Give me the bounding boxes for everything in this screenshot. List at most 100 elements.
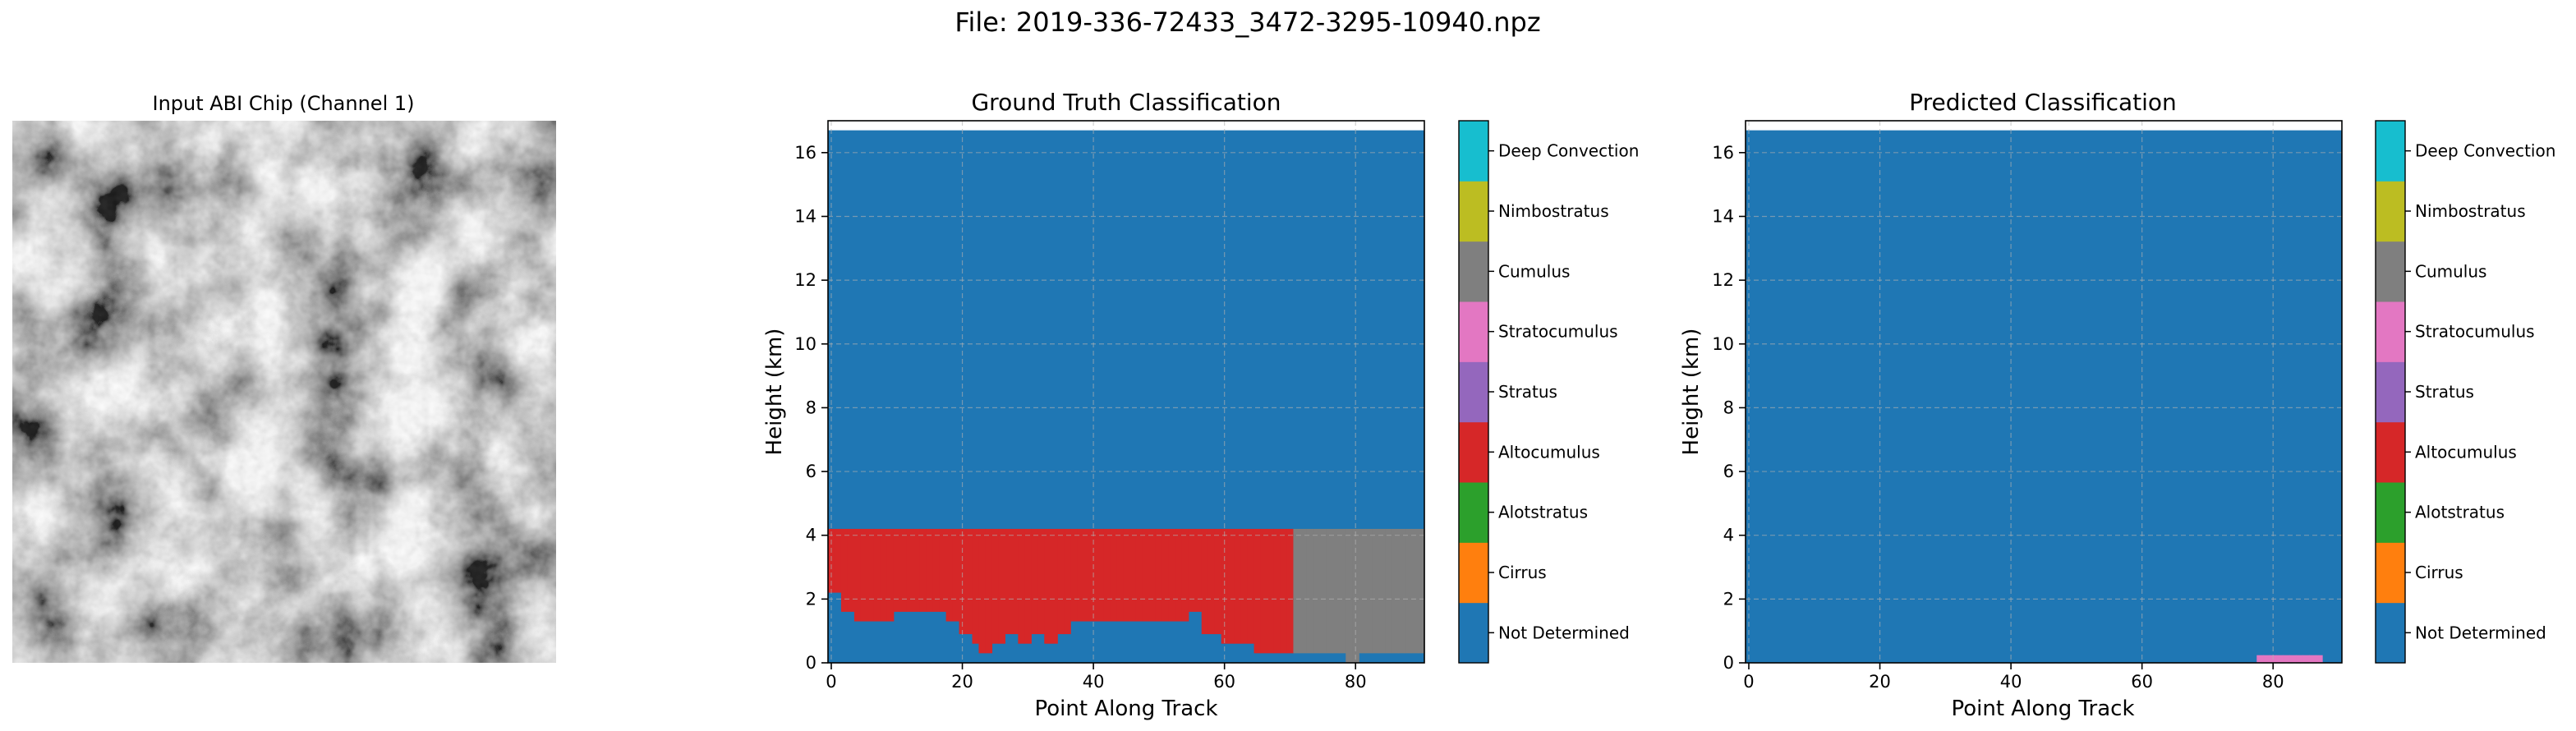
x-tick-label: 20: [951, 672, 973, 692]
class-cell: [1234, 528, 1242, 644]
y-tick-label: 6: [806, 462, 816, 481]
class-cell: [1201, 528, 1209, 635]
class-region-stratocumulus: [2256, 655, 2323, 663]
satellite-chip-texture: [12, 121, 556, 663]
class-cell: [1155, 528, 1163, 622]
y-tick-label: 0: [806, 653, 816, 673]
class-cell: [2256, 655, 2264, 663]
colorbar-label: Nimbostratus: [2415, 201, 2526, 221]
x-axis-label: Point Along Track: [1034, 697, 1217, 721]
colorbar-label: Cirrus: [1498, 563, 1547, 582]
colorbar-label: Cirrus: [2415, 563, 2463, 582]
y-tick-label: 2: [1723, 589, 1734, 609]
y-tick-label: 2: [806, 589, 816, 609]
y-tick-label: 8: [1723, 398, 1734, 417]
class-cell: [1181, 528, 1189, 622]
class-cell: [1339, 528, 1346, 654]
colorbar-swatch: [2376, 361, 2405, 423]
colorbar-label: Deep Convection: [2415, 141, 2555, 161]
predicted-chart: Predicted Classification 0 20 40 60 80 0 2 4 6 8 1…: [1679, 89, 2555, 721]
class-cell: [899, 528, 908, 612]
class-cell: [1214, 528, 1222, 635]
colorbar-swatch: [2376, 241, 2405, 302]
class-cell: [2283, 655, 2290, 663]
chart-title: Predicted Classification: [1909, 89, 2177, 116]
colorbar-swatch: [2376, 421, 2405, 483]
class-cell: [1031, 528, 1038, 635]
class-cell: [1385, 528, 1392, 654]
class-cell: [1018, 528, 1025, 644]
y-tick-label: 6: [1723, 462, 1734, 481]
x-axis-label: Point Along Track: [1951, 697, 2134, 721]
colorbar-swatch: [1459, 482, 1488, 543]
class-region-altocumulus: [828, 528, 1295, 654]
class-cell: [978, 528, 987, 654]
class-cell: [1077, 528, 1084, 622]
colorbar-label: Alotstratus: [1498, 503, 1588, 522]
class-cell: [860, 528, 868, 622]
class-cell: [1365, 528, 1373, 654]
class-cell: [1057, 528, 1065, 635]
axes-frame: [827, 120, 1425, 664]
class-cell: [2263, 655, 2270, 663]
class-cell: [1083, 528, 1091, 622]
y-tick-label: 8: [806, 398, 816, 417]
chart-title: Ground Truth Classification: [971, 89, 1281, 116]
class-cell: [847, 528, 855, 612]
class-cell: [945, 528, 954, 622]
class-cell: [1051, 528, 1058, 644]
class-cell: [906, 528, 914, 612]
class-cell: [1240, 528, 1249, 644]
colorbar-label: Cumulus: [2415, 261, 2486, 281]
class-cell: [919, 528, 927, 612]
colorbar-frame: [1458, 120, 1489, 664]
class-cell: [1129, 528, 1137, 622]
colorbar-label: Alotstratus: [2415, 503, 2505, 522]
colorbar-swatch: [2376, 181, 2405, 242]
y-tick-label: 12: [1712, 270, 1734, 290]
class-cell: [1293, 528, 1301, 654]
axes-frame: [1745, 120, 2343, 664]
class-cell: [1162, 528, 1170, 622]
colorbar-swatch: [1459, 602, 1488, 664]
x-tick-label: 80: [1345, 672, 1367, 692]
y-tick-label: 4: [1723, 526, 1734, 545]
x-tick-label: 60: [1213, 672, 1235, 692]
class-cell: [1332, 528, 1340, 654]
y-tick-label: 16: [794, 143, 816, 163]
class-cell: [1188, 528, 1196, 612]
class-cell: [1247, 528, 1255, 644]
colorbar-label: Not Determined: [1498, 623, 1630, 642]
y-tick-label: 4: [806, 526, 816, 545]
class-cell: [1110, 528, 1117, 622]
y-axis-label: Height (km): [1679, 329, 1704, 456]
class-cell: [1378, 528, 1386, 654]
colorbar-swatch: [2376, 482, 2405, 543]
input-chip-title: Input ABI Chip (Channel 1): [152, 92, 414, 115]
class-cell: [880, 528, 888, 622]
class-cell: [873, 528, 881, 622]
class-cell: [1024, 528, 1032, 644]
x-tick-label: 40: [2000, 672, 2022, 692]
colorbar-label: Stratocumulus: [1498, 322, 1618, 342]
class-cell: [1208, 528, 1216, 635]
input-chip-panel: Input ABI Chip (Channel 1): [12, 92, 556, 663]
ground-truth-chart: Ground Truth Classification 0 20 40 60 80 0 2 4…: [762, 89, 1639, 721]
figure-suptitle: File: 2019-336-72433_3472-3295-10940.npz: [954, 7, 1540, 38]
y-axis-label: Height (km): [762, 329, 787, 456]
x-tick-label: 0: [1743, 672, 1754, 692]
class-cell: [1346, 528, 1353, 663]
class-cell: [1405, 528, 1412, 654]
colorbar: Not Determined Cirrus Alotstratus Altocumul…: [1458, 120, 1639, 664]
colorbar-swatch: [1459, 361, 1488, 423]
class-cell: [1103, 528, 1111, 622]
class-cell: [932, 528, 941, 612]
colorbar-label: Stratus: [1498, 382, 1557, 402]
colorbar-swatch: [1459, 421, 1488, 483]
class-cell: [2316, 655, 2323, 663]
y-tick-label: 12: [794, 270, 816, 290]
class-cell: [972, 528, 980, 644]
class-cell: [886, 528, 895, 622]
class-cell: [1319, 528, 1327, 654]
